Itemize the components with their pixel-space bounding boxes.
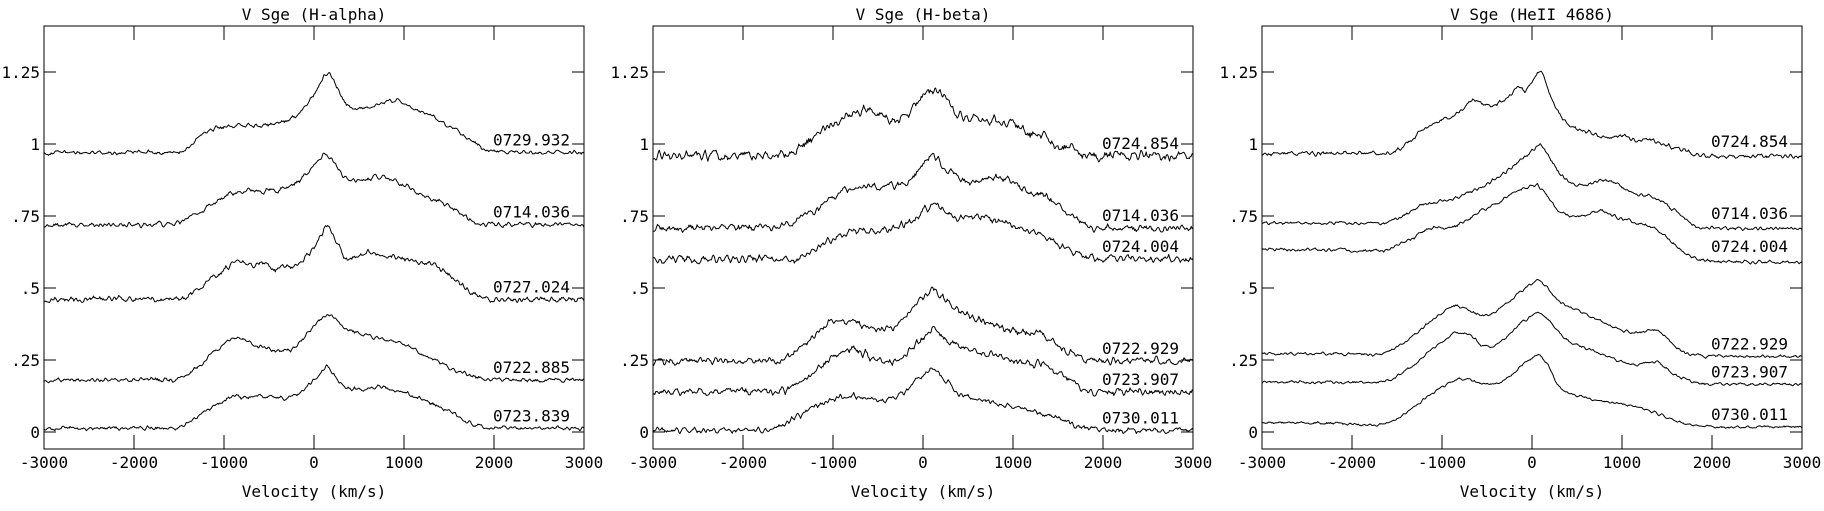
spectrum-curve	[1262, 311, 1802, 387]
x-tick-label: -3000	[1238, 453, 1286, 472]
y-tick-label: 1	[639, 135, 649, 154]
x-tick-label: -2000	[1328, 453, 1376, 472]
y-tick-label: 1.25	[1219, 63, 1258, 82]
y-tick-label: 1.25	[610, 63, 649, 82]
spectrum-label: 0724.854	[1711, 132, 1788, 151]
plot-frame	[43, 25, 585, 450]
spectrum-curve	[653, 152, 1193, 233]
plot-title: V Sge (H-beta)	[856, 5, 991, 24]
spectrum-curve	[653, 202, 1193, 265]
panel-heii-4686: V Sge (HeII 4686) Velocity (km/s) -3000-…	[1218, 0, 1824, 511]
spectrum-label: 0723.907	[1102, 370, 1179, 389]
spectrum-curve	[1262, 353, 1802, 429]
spectrum-label: 0723.839	[493, 407, 570, 426]
x-tick-label: 0	[918, 453, 928, 472]
x-tick-label: 0	[1527, 453, 1537, 472]
y-tick-label: .75	[11, 207, 40, 226]
x-tick-label: -1000	[1418, 453, 1466, 472]
spectrum-curve	[1262, 279, 1802, 359]
plot-title: V Sge (H-alpha)	[242, 5, 387, 24]
x-tick-label: -1000	[200, 453, 248, 472]
x-tick-label: 2000	[1084, 453, 1123, 472]
plot-area: -3000 -2000 -1000 0 1000 2000 3000 0 .25 .5 .75 1 1.…	[1, 25, 604, 472]
y-tick-label: .25	[11, 351, 40, 370]
y-tick-label: .75	[620, 207, 649, 226]
x-tick-label: -2000	[719, 453, 767, 472]
y-tick-label: 1	[30, 135, 40, 154]
spectrum-curve	[1262, 143, 1802, 231]
spectrum-label: 0727.024	[493, 278, 570, 297]
spectrum-label: 0723.907	[1711, 362, 1788, 381]
spectrum-curve	[44, 314, 584, 384]
spectrum-curve	[44, 225, 584, 304]
spectra-curves	[44, 72, 584, 432]
y-tick-label: .5	[630, 279, 649, 298]
spectrum-label: 0729.932	[493, 131, 570, 150]
plot-h-beta: V Sge (H-beta) Velocity (km/s) -3000 -200…	[610, 5, 1213, 501]
y-tick-label: .5	[21, 279, 40, 298]
x-tick-label: 1000	[385, 453, 424, 472]
spectrum-curve	[44, 364, 584, 432]
spectrum-curve	[1262, 183, 1802, 265]
x-tick-label: 0	[309, 453, 319, 472]
spectrum-label: 0714.036	[1711, 204, 1788, 223]
x-tick-label: 2000	[475, 453, 514, 472]
y-tick-label: 0	[30, 423, 40, 442]
x-axis-label: Velocity (km/s)	[851, 482, 996, 501]
spectrum-curve	[1262, 70, 1802, 159]
spectrum-label: 0722.929	[1102, 339, 1179, 358]
plot-heii-4686: V Sge (HeII 4686) Velocity (km/s) -3000-…	[1219, 5, 1822, 501]
spectrum-curve	[44, 152, 584, 229]
y-tick-label: 0	[639, 423, 649, 442]
plot-area: -3000 -2000 -1000 0 1000 2000 3000 0 .25 .5 .75 1 1.…	[1219, 25, 1822, 472]
y-tick-label: 1.25	[1, 63, 40, 82]
panel-h-beta: V Sge (H-beta) Velocity (km/s) -3000 -200…	[609, 0, 1215, 511]
x-axis-label: Velocity (km/s)	[1460, 482, 1605, 501]
spectrum-label: 0724.004	[1711, 237, 1788, 256]
spectrum-label: 0724.854	[1102, 134, 1179, 153]
spectra-curves	[653, 87, 1193, 435]
spectrum-label: 0722.929	[1711, 335, 1788, 354]
x-tick-label: 3000	[1174, 453, 1213, 472]
x-tick-label: 1000	[1603, 453, 1642, 472]
plot-title: V Sge (HeII 4686)	[1450, 5, 1614, 24]
y-tick-label: 1	[1248, 135, 1258, 154]
x-tick-label: -2000	[110, 453, 158, 472]
spectrum-curve	[653, 326, 1193, 397]
x-tick-label: -1000	[809, 453, 857, 472]
x-tick-label: -3000	[20, 453, 68, 472]
spectrum-label: 0722.885	[493, 358, 570, 377]
x-tick-label: 2000	[1693, 453, 1732, 472]
plot-h-alpha: V Sge (H-alpha) Velocity (km/s) -3000 -20…	[1, 5, 604, 501]
y-tick-label: .75	[1229, 207, 1258, 226]
y-tick-label: .25	[620, 351, 649, 370]
spectrum-curve	[653, 286, 1193, 367]
panel-h-alpha: V Sge (H-alpha) Velocity (km/s) -3000 -20…	[0, 0, 606, 511]
spectrum-label: 0714.036	[493, 203, 570, 222]
spectrum-curve	[653, 367, 1193, 435]
spectrum-label: 0724.004	[1102, 237, 1179, 256]
y-tick-label: 0	[1248, 423, 1258, 442]
y-tick-label: .25	[1229, 351, 1258, 370]
spectrum-label: 0714.036	[1102, 206, 1179, 225]
spectrum-curve	[653, 87, 1193, 163]
spectrum-curve	[44, 72, 584, 156]
y-tick-label: .5	[1239, 279, 1258, 298]
x-tick-label: 3000	[1783, 453, 1822, 472]
spectrum-label: 0730.011	[1711, 405, 1788, 424]
spectra-curves	[1262, 70, 1802, 429]
spectrum-label: 0730.011	[1102, 408, 1179, 427]
x-tick-label: -3000	[629, 453, 677, 472]
x-tick-label: 3000	[565, 453, 604, 472]
x-axis-label: Velocity (km/s)	[242, 482, 387, 501]
x-tick-label: 1000	[994, 453, 1033, 472]
plot-area: -3000 -2000 -1000 0 1000 2000 3000 0 .25 .5 .75 1 1.…	[610, 25, 1213, 472]
